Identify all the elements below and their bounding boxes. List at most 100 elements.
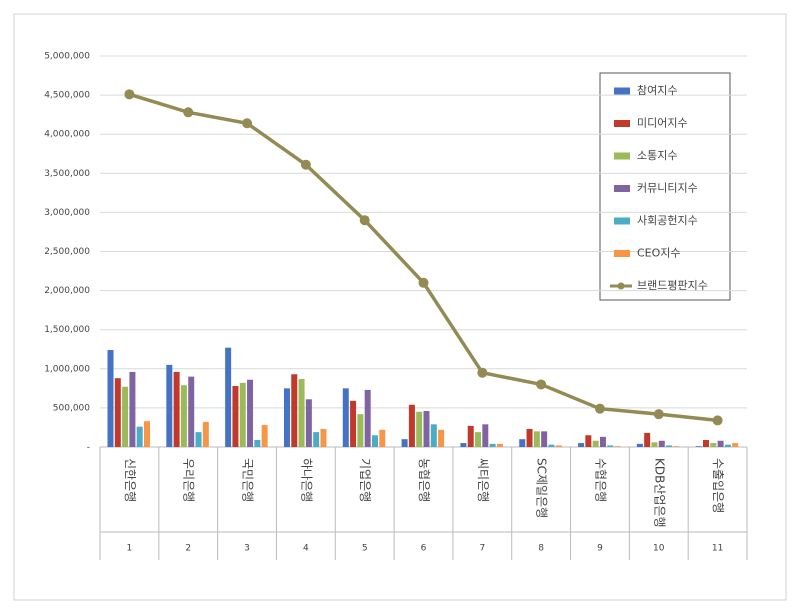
y-tick-label: 3,500,000 [44, 169, 90, 179]
bar [475, 432, 482, 447]
bar [717, 440, 724, 447]
bar [291, 374, 298, 447]
rank-label: 11 [712, 544, 723, 554]
bar [430, 424, 437, 447]
bar [695, 446, 702, 447]
line-marker [653, 409, 664, 420]
bar [438, 429, 445, 447]
legend-swatch [617, 282, 625, 290]
rank-label: 8 [538, 544, 544, 554]
y-tick-label: 1,500,000 [44, 325, 90, 335]
bar [342, 388, 349, 447]
bar [592, 440, 599, 447]
bar [122, 386, 129, 447]
x-tick-label: 국민은행 [241, 458, 256, 502]
y-tick-label: 2,500,000 [44, 247, 90, 257]
bar [460, 443, 467, 447]
x-tick-label: 씨티은행 [476, 458, 491, 502]
x-tick-label: SC제일은행 [535, 458, 550, 518]
bar [724, 444, 731, 447]
line-marker [242, 118, 253, 129]
bar [136, 426, 143, 447]
y-tick-label: 1,000,000 [44, 364, 90, 374]
legend-label: 브랜드평판지수 [637, 279, 708, 292]
bar [254, 439, 261, 447]
line-marker [536, 379, 547, 390]
bar [232, 386, 239, 447]
y-tick-label: 3,000,000 [44, 208, 90, 218]
rank-label: 6 [421, 544, 427, 554]
line-marker [418, 277, 429, 288]
bar [651, 442, 658, 447]
legend-label: 사회공헌지수 [637, 214, 698, 227]
bar [166, 364, 173, 447]
bar [379, 429, 386, 447]
bar [114, 378, 121, 447]
bar [350, 400, 357, 447]
rank-label: 1 [127, 544, 133, 554]
x-tick-label: 우리은행 [182, 458, 197, 502]
x-tick-label: 농협은행 [417, 458, 432, 502]
bar [247, 379, 254, 447]
bar [533, 431, 540, 447]
line-marker [477, 367, 488, 378]
rank-label: 3 [244, 544, 250, 554]
bar [732, 443, 739, 447]
bar [401, 439, 408, 447]
bar [357, 414, 364, 447]
bar [585, 435, 592, 447]
bar [364, 389, 371, 447]
bar [107, 350, 114, 447]
bar [673, 446, 680, 447]
bar [496, 443, 503, 447]
x-tick-label: KDB산업은행 [652, 458, 667, 528]
bar [239, 382, 246, 447]
bar [519, 439, 526, 447]
bar [614, 446, 621, 447]
y-tick-label: 4,500,000 [44, 91, 90, 101]
legend-label: 참여지수 [637, 84, 677, 97]
x-tick-label: 신한은행 [123, 458, 138, 502]
bar [305, 399, 312, 447]
bar [482, 424, 489, 447]
bar [298, 378, 305, 447]
bar [202, 421, 209, 447]
bar [644, 432, 651, 447]
x-tick-label: 수출입은행 [711, 458, 726, 513]
bar [283, 388, 290, 447]
bar [195, 432, 202, 447]
line-marker [594, 403, 605, 414]
y-tick-label: - [87, 443, 90, 453]
rank-label: 7 [479, 544, 485, 554]
line-marker [359, 215, 370, 226]
bar [666, 445, 673, 447]
bar [173, 371, 180, 447]
legend-swatch [614, 87, 630, 95]
bar [225, 347, 232, 447]
legend-swatch [614, 152, 630, 160]
line-marker [124, 89, 135, 100]
x-tick-label: 하나은행 [299, 458, 314, 502]
legend-swatch [614, 120, 630, 127]
rank-label: 9 [597, 544, 603, 554]
y-tick-label: 4,000,000 [44, 130, 90, 140]
bar [555, 445, 562, 447]
legend-swatch [614, 185, 630, 192]
y-tick-label: 2,000,000 [44, 286, 90, 296]
bar [710, 443, 717, 447]
bar [188, 376, 195, 447]
bar [636, 443, 643, 447]
rank-label: 2 [185, 544, 191, 554]
line-marker [712, 415, 723, 426]
bar [702, 439, 709, 447]
bar [541, 431, 548, 447]
legend-label: CEO지수 [637, 247, 681, 260]
line-marker [183, 107, 194, 118]
x-tick-label: 수협은행 [593, 458, 608, 502]
bar [180, 385, 187, 447]
legend-label: 미디어지수 [637, 117, 688, 130]
legend-swatch [614, 217, 630, 225]
bar [313, 432, 320, 447]
bar [408, 404, 415, 447]
